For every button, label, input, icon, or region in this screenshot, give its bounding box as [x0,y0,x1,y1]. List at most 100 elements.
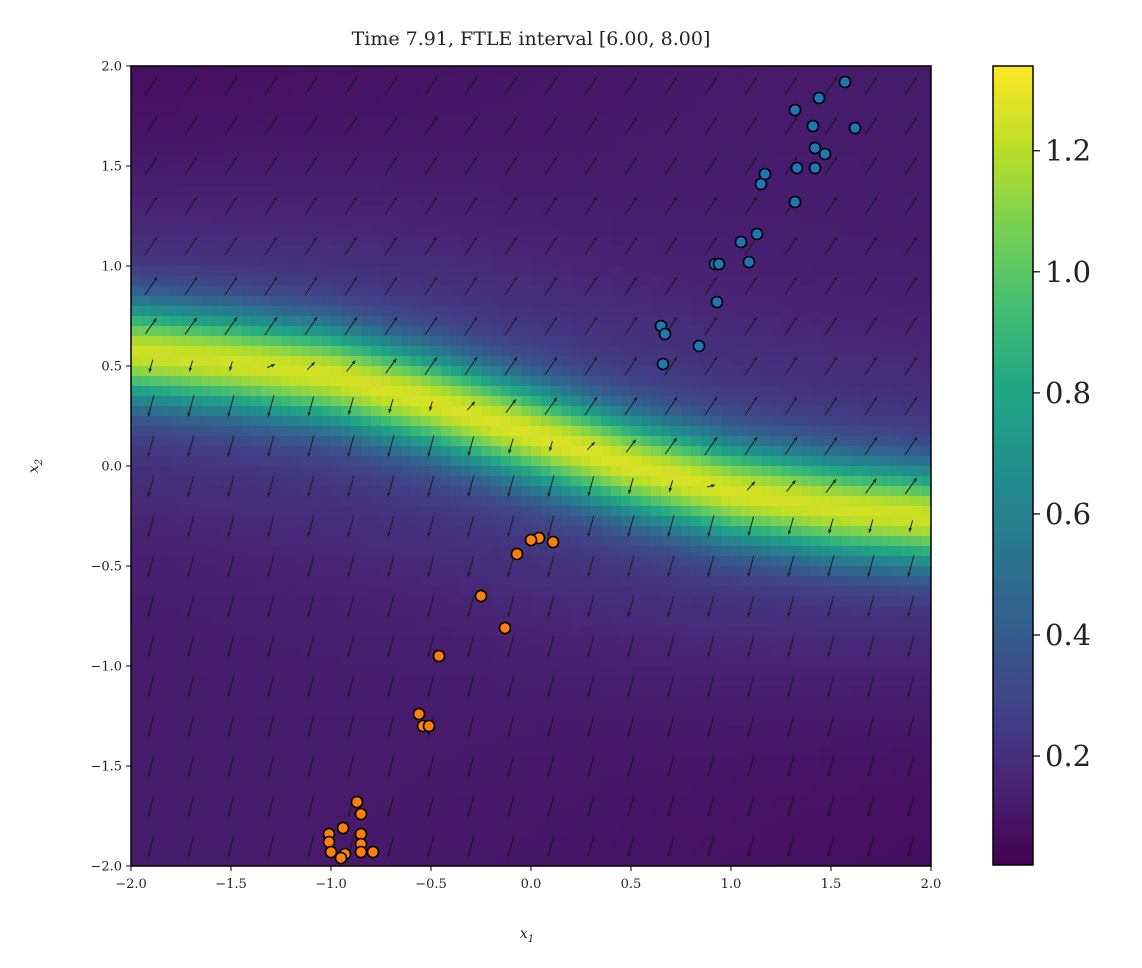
heatmap-cell [161,576,172,587]
heatmap-cell [651,466,662,477]
heatmap-cell [351,666,362,677]
heatmap-cell [431,106,442,117]
heatmap-cell [611,176,622,187]
heatmap-cell [271,536,282,547]
heatmap-cell [411,656,422,667]
heatmap-cell [171,126,182,137]
heatmap-cell [371,276,382,287]
heatmap-cell [151,346,162,357]
heatmap-cell [161,816,172,827]
heatmap-cell [161,766,172,777]
heatmap-cell [391,296,402,307]
heatmap-cell [721,166,732,177]
heatmap-cell [731,476,742,487]
heatmap-cell [611,776,622,787]
heatmap-cell [431,66,442,77]
heatmap-cell [281,746,292,757]
heatmap-cell [531,766,542,777]
heatmap-cell [381,586,392,597]
heatmap-cell [441,796,452,807]
heatmap-cell [361,266,372,277]
heatmap-cell [561,516,572,527]
heatmap-cell [301,596,312,607]
heatmap-cell [601,836,612,847]
heatmap-cell [521,796,532,807]
heatmap-cell [561,276,572,287]
heatmap-cell [471,346,482,357]
heatmap-cell [671,806,682,817]
heatmap-cell [401,576,412,587]
heatmap-cell [421,506,432,517]
heatmap-cell [581,756,592,767]
heatmap-cell [721,116,732,127]
heatmap-cell [411,66,422,77]
heatmap-cell [461,476,472,487]
heatmap-cell [191,216,202,227]
heatmap-cell [501,576,512,587]
heatmap-cell [321,486,332,497]
heatmap-cell [261,306,272,317]
heatmap-cell [211,346,222,357]
heatmap-cell [721,106,732,117]
heatmap-cell [321,356,332,367]
heatmap-cell [321,196,332,207]
heatmap-cell [501,826,512,837]
heatmap-cell [221,726,232,737]
heatmap-cell [171,596,182,607]
heatmap-cell [371,406,382,417]
heatmap-cell [491,516,502,527]
heatmap-cell [541,196,552,207]
heatmap-cell [461,296,472,307]
heatmap-cell [451,796,462,807]
heatmap-cell [461,546,472,557]
heatmap-cell [661,226,672,237]
heatmap-cell [511,736,522,747]
heatmap-cell [141,856,152,866]
heatmap-cell [241,426,252,437]
heatmap-cell [181,206,192,217]
heatmap-cell [671,526,682,537]
heatmap-cell [491,546,502,557]
heatmap-cell [431,686,442,697]
heatmap-cell [531,416,542,427]
heatmap-cell [141,696,152,707]
heatmap-cell [431,126,442,137]
heatmap-cell [301,856,312,866]
heatmap-cell [511,806,522,817]
heatmap-cell [431,816,442,827]
heatmap-cell [241,756,252,767]
heatmap-cell [691,546,702,557]
heatmap-cell [351,286,362,297]
heatmap-cell [251,506,262,517]
heatmap-cell [161,456,172,467]
heatmap-cell [751,306,762,317]
heatmap-cell [231,466,242,477]
heatmap-cell [481,146,492,157]
heatmap-cell [391,166,402,177]
heatmap-cell [631,126,642,137]
heatmap-cell [641,206,652,217]
heatmap-cell [411,86,422,97]
heatmap-cell [411,186,422,197]
heatmap-cell [141,616,152,627]
heatmap-cell [271,656,282,667]
heatmap-cell [741,66,752,77]
heatmap-cell [581,676,592,687]
heatmap-cell [631,446,642,457]
heatmap-cell [711,426,722,437]
heatmap-cell [531,576,542,587]
heatmap-cell [701,86,712,97]
heatmap-cell [711,856,722,866]
heatmap-cell [311,666,322,677]
heatmap-cell [481,216,492,227]
heatmap-cell [611,106,622,117]
heatmap-cell [171,306,182,317]
heatmap-cell [661,116,672,127]
heatmap-cell [311,136,322,147]
heatmap-cell [241,466,252,477]
heatmap-cell [611,656,622,667]
heatmap-cell [431,246,442,257]
heatmap-cell [691,626,702,637]
heatmap-cell [491,326,502,337]
